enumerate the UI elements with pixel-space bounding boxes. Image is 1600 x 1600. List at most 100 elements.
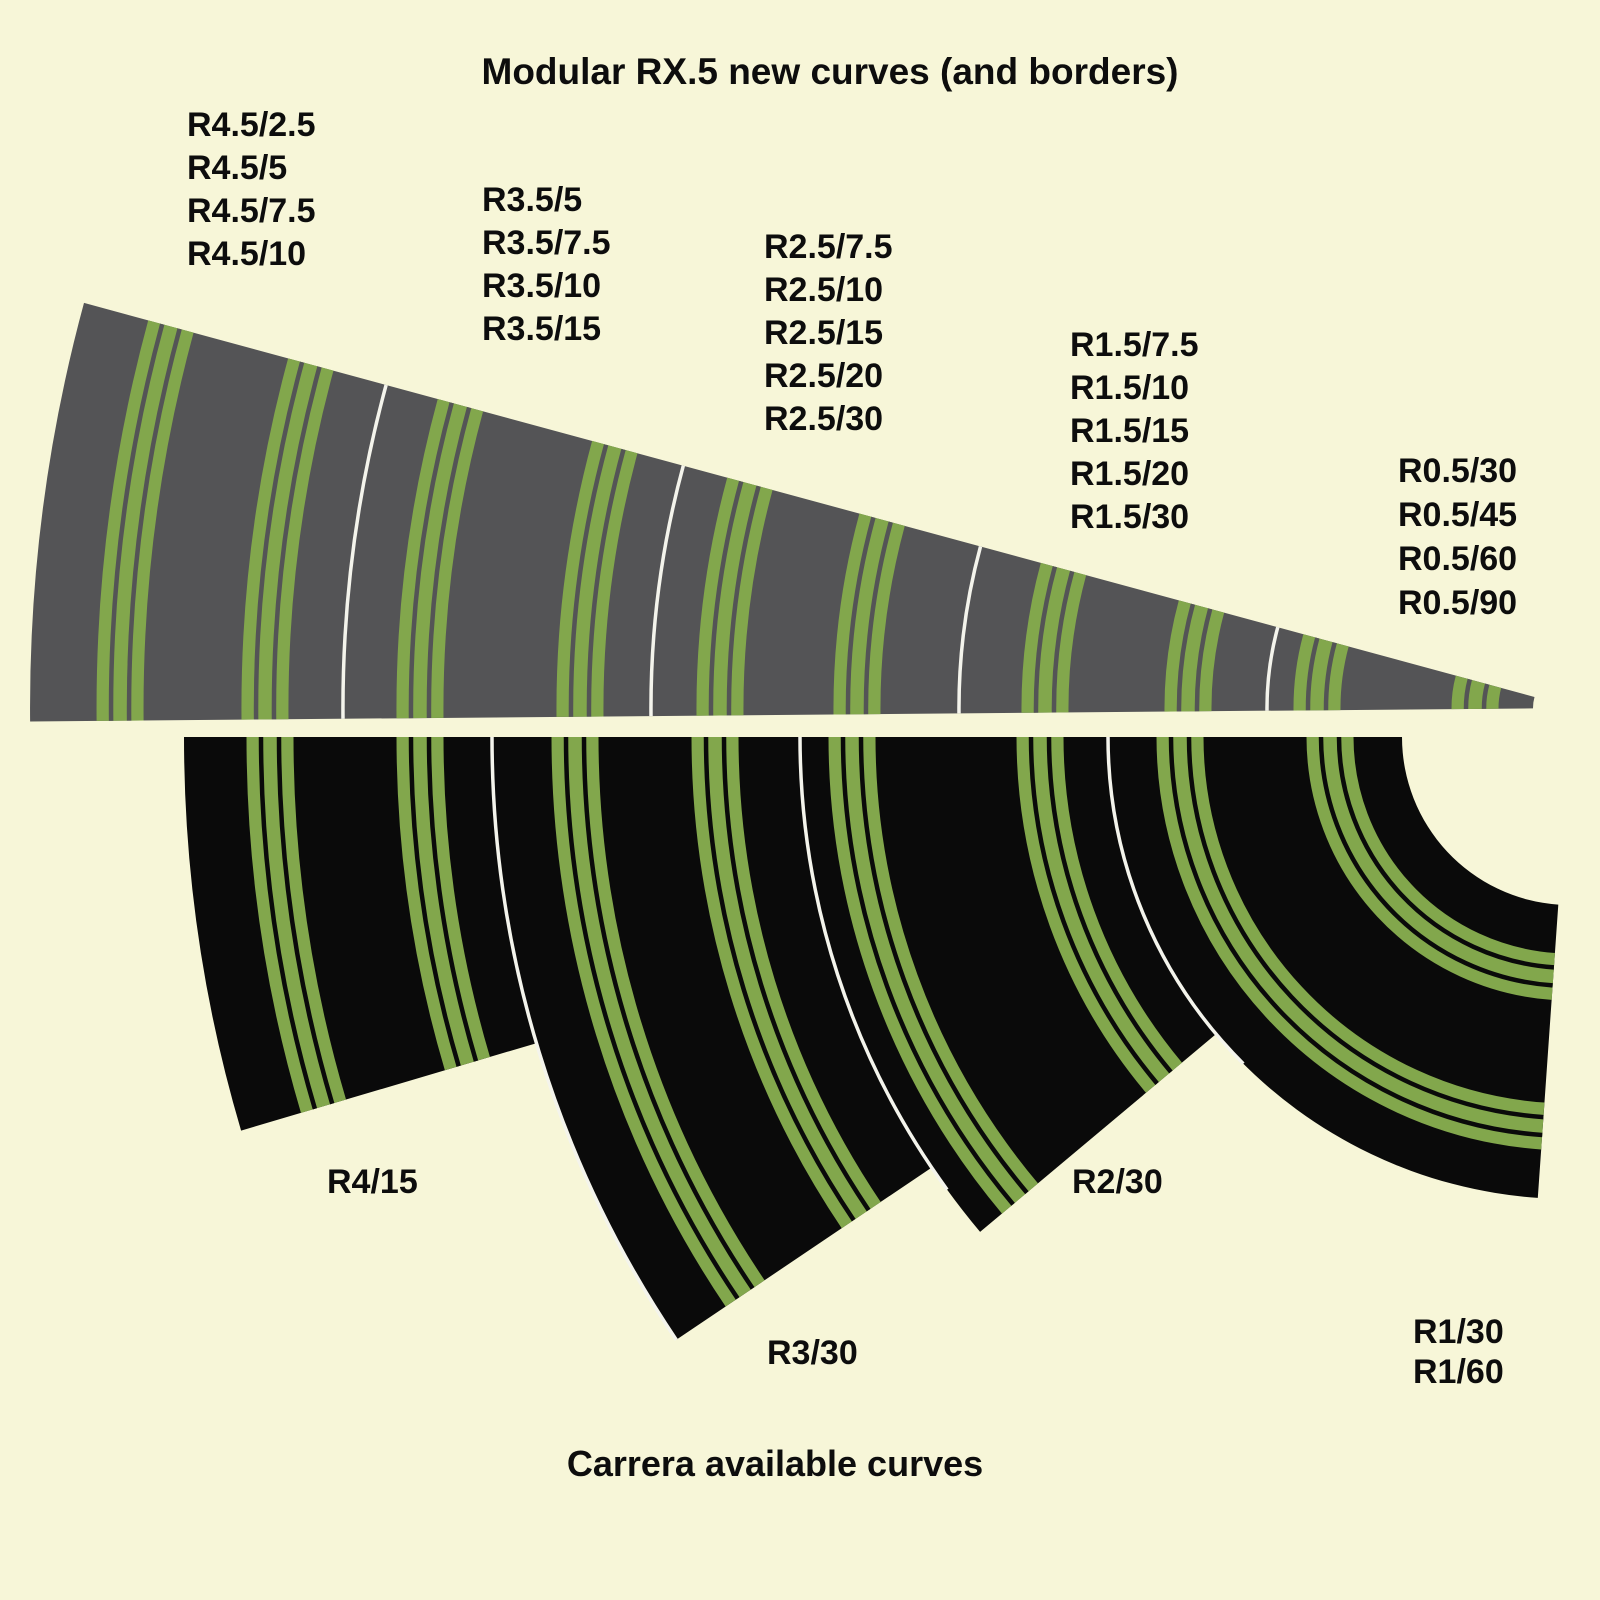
page-title: Modular RX.5 new curves (and borders) [481, 51, 1179, 92]
stripe-gap [721, 736, 871, 1212]
stripe-gap [258, 736, 318, 1110]
green-border-stripe [556, 440, 638, 717]
stripe-gap [858, 736, 1029, 1195]
label-group-r1: R1/30 R1/60 [1413, 1312, 1504, 1392]
stripe-gap [1463, 678, 1472, 710]
stripe-gap [586, 448, 626, 717]
stripe-gap [1028, 736, 1159, 1085]
green-border-stripe [241, 358, 334, 720]
stripe-gap [568, 444, 609, 717]
stripe-gap [1033, 566, 1058, 713]
stripe-gap [863, 521, 893, 715]
curve-label: R4.5/7.5 [187, 192, 316, 230]
stripe-gap [563, 736, 740, 1300]
stripe-gap [408, 402, 454, 719]
label-group-r3.5: R3.5/5 R3.5/7.5 R3.5/10 R3.5/15 [482, 179, 611, 351]
segment-divider-line [490, 736, 678, 1341]
green-border-stripe [828, 736, 1039, 1214]
green-border-stripe [1451, 675, 1502, 710]
footer-title: Carrera available curves [566, 1443, 984, 1484]
green-border-stripe [246, 736, 347, 1113]
green-border-stripe [1164, 600, 1225, 712]
stripe-gap [708, 480, 744, 716]
curve-label: R1.5/15 [1070, 412, 1190, 450]
curve-label: R4.5/2.5 [187, 106, 316, 144]
segment-divider-line [798, 736, 949, 1191]
green-border-stripe [96, 320, 194, 721]
stripe-gap [581, 736, 755, 1290]
carrera-label-r1-30: R1/30 [1413, 1313, 1504, 1351]
stripe-gap [408, 736, 461, 1067]
curve-label: R1.5/10 [1070, 369, 1190, 407]
stripe-gap [108, 323, 165, 721]
green-border-stripe [1293, 634, 1349, 711]
stripe-gap [1051, 570, 1075, 713]
segment-divider-line [649, 465, 685, 717]
curve-label: R3.5/5 [482, 181, 583, 219]
curve-label: R3.5/10 [482, 267, 602, 305]
green-border-stripe [1021, 562, 1087, 713]
stripe-gap [1336, 736, 1555, 970]
green-border-stripe [396, 399, 484, 719]
stripe-gap [1186, 736, 1544, 1120]
carrera-label-r1-60: R1/60 [1413, 1353, 1504, 1391]
green-border-stripe [1016, 736, 1183, 1093]
curve-label: R2.5/10 [764, 271, 884, 309]
curve-label: R1.5/30 [1070, 498, 1190, 536]
stripe-gap [1318, 736, 1553, 988]
carrera-label-r3-30: R3/30 [767, 1334, 858, 1372]
stripe-gap [276, 736, 335, 1105]
curve-label: R2.5/7.5 [764, 228, 893, 266]
curve-label: R1.5/7.5 [1070, 326, 1199, 364]
segment-divider-line [1265, 626, 1280, 711]
green-border-stripe [1156, 736, 1545, 1150]
stripe-gap [1194, 608, 1213, 712]
green-border-stripe [696, 477, 773, 716]
curve-label: R2.5/15 [764, 314, 884, 352]
stripe-gap [726, 485, 761, 716]
stripe-gap [1305, 637, 1320, 711]
stripe-gap [840, 736, 1015, 1206]
label-group-r0.5: R0.5/30 R0.5/45 R0.5/60 R0.5/90 [1398, 449, 1517, 625]
curve-label: R0.5/30 [1398, 452, 1518, 490]
stripe-gap [271, 366, 322, 720]
segment-divider-line [1106, 736, 1245, 1065]
label-group-r1.5: R1.5/7.5 R1.5/10 R1.5/15 R1.5/20 R1.5/30 [1070, 324, 1199, 539]
stripe-gap [426, 736, 479, 1062]
green-border-stripe [1306, 736, 1556, 1000]
stripe-gap [126, 328, 182, 721]
carrera-track-sector [184, 737, 537, 1131]
stripe-gap [703, 736, 856, 1222]
carrera-track-sector [800, 737, 1217, 1232]
curve-label: R0.5/90 [1398, 584, 1518, 622]
curve-label: R2.5/30 [764, 400, 884, 438]
stripe-gap [426, 406, 472, 719]
curve-label: R4.5/10 [187, 235, 307, 273]
stripe-gap [253, 361, 305, 720]
stripe-gap [1168, 736, 1543, 1138]
curve-label: R2.5/20 [764, 357, 884, 395]
carrera-label-r4-15: R4/15 [327, 1163, 418, 1201]
segment-divider-line [957, 546, 983, 714]
stripe-gap [845, 516, 876, 715]
stripe-gap [1046, 736, 1173, 1074]
curve-label: R4.5/5 [187, 149, 288, 187]
curve-label: R1.5/20 [1070, 455, 1190, 493]
carrera-label-r2-30: R2/30 [1072, 1163, 1163, 1201]
green-border-stripe [551, 736, 765, 1307]
label-group-r2.5: R2.5/7.5 R2.5/10 R2.5/15 R2.5/20 R2.5/30 [764, 226, 893, 441]
green-border-stripe [396, 736, 490, 1071]
curve-label: R0.5/45 [1398, 496, 1518, 534]
stripe-gap [1481, 683, 1490, 709]
stripe-gap [1323, 642, 1337, 711]
label-group-r4.5: R4.5/2.5 R4.5/5 R4.5/7.5 R4.5/10 [187, 104, 316, 276]
green-border-stripe [691, 736, 881, 1229]
curve-label: R3.5/15 [482, 310, 602, 348]
segment-divider-line [341, 384, 388, 719]
green-border-stripe [833, 513, 905, 715]
curve-label: R3.5/7.5 [482, 224, 611, 262]
curve-label: R0.5/60 [1398, 540, 1518, 578]
stripe-gap [1176, 603, 1196, 712]
